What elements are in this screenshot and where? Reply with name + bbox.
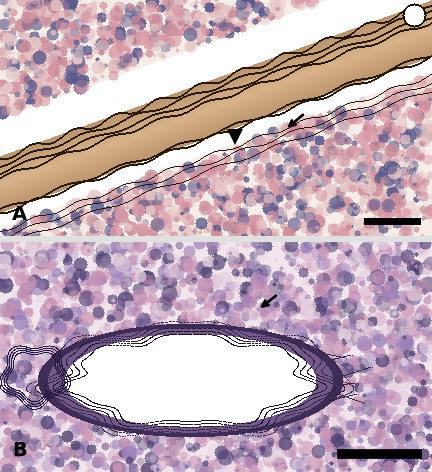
- Polygon shape: [227, 129, 243, 145]
- Text: A: A: [12, 205, 27, 224]
- Text: B: B: [12, 441, 27, 460]
